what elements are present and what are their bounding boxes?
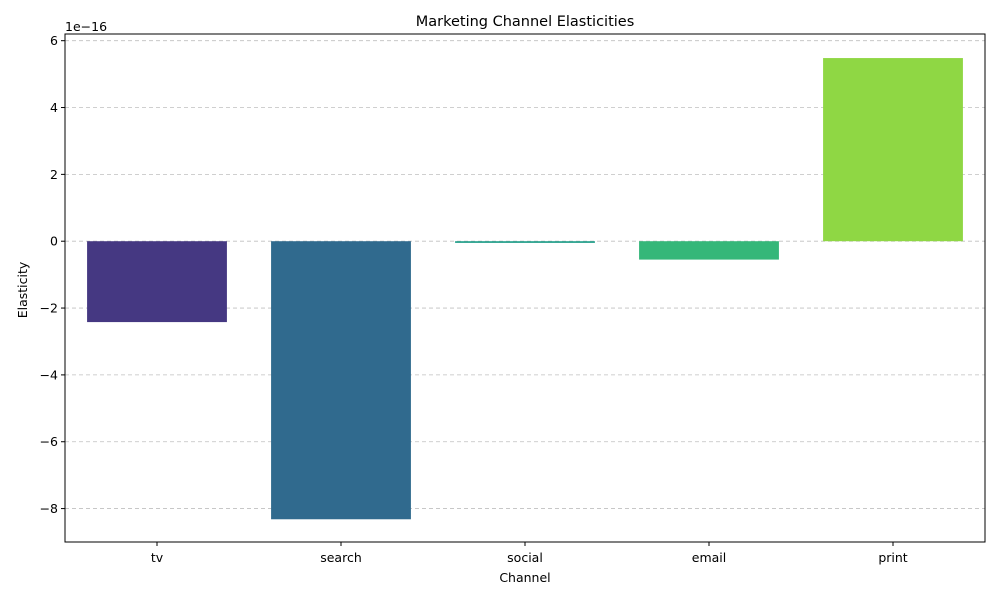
x-tick-label: social — [507, 550, 543, 565]
bar-print — [823, 58, 963, 242]
y-tick-label: 0 — [50, 234, 58, 249]
y-tick-label: −6 — [40, 434, 58, 449]
bars-layer — [87, 58, 963, 520]
x-tick-label: tv — [151, 550, 164, 565]
y-axis: −8 −6 −4 −2 0 2 4 6 — [40, 33, 65, 516]
y-tick-label: −8 — [40, 501, 58, 516]
y-tick-label: 2 — [50, 167, 58, 182]
y-tick-label: −2 — [40, 301, 58, 316]
chart-title: Marketing Channel Elasticities — [416, 14, 635, 30]
y-tick-label: −4 — [40, 367, 58, 382]
x-tick-label: search — [320, 550, 362, 565]
bar-social — [455, 241, 595, 243]
y-axis-label: Elasticity — [15, 261, 30, 318]
x-tick-label: print — [878, 550, 907, 565]
bar-email — [639, 241, 779, 260]
x-axis: tv search social email print — [151, 542, 908, 565]
bar-search — [271, 241, 411, 520]
y-tick-label: 4 — [50, 100, 58, 115]
x-axis-label: Channel — [499, 570, 550, 585]
y-tick-label: 6 — [50, 33, 58, 48]
bar-tv — [87, 241, 227, 323]
x-tick-label: email — [692, 550, 726, 565]
y-axis-offset-label: 1e−16 — [65, 19, 107, 34]
